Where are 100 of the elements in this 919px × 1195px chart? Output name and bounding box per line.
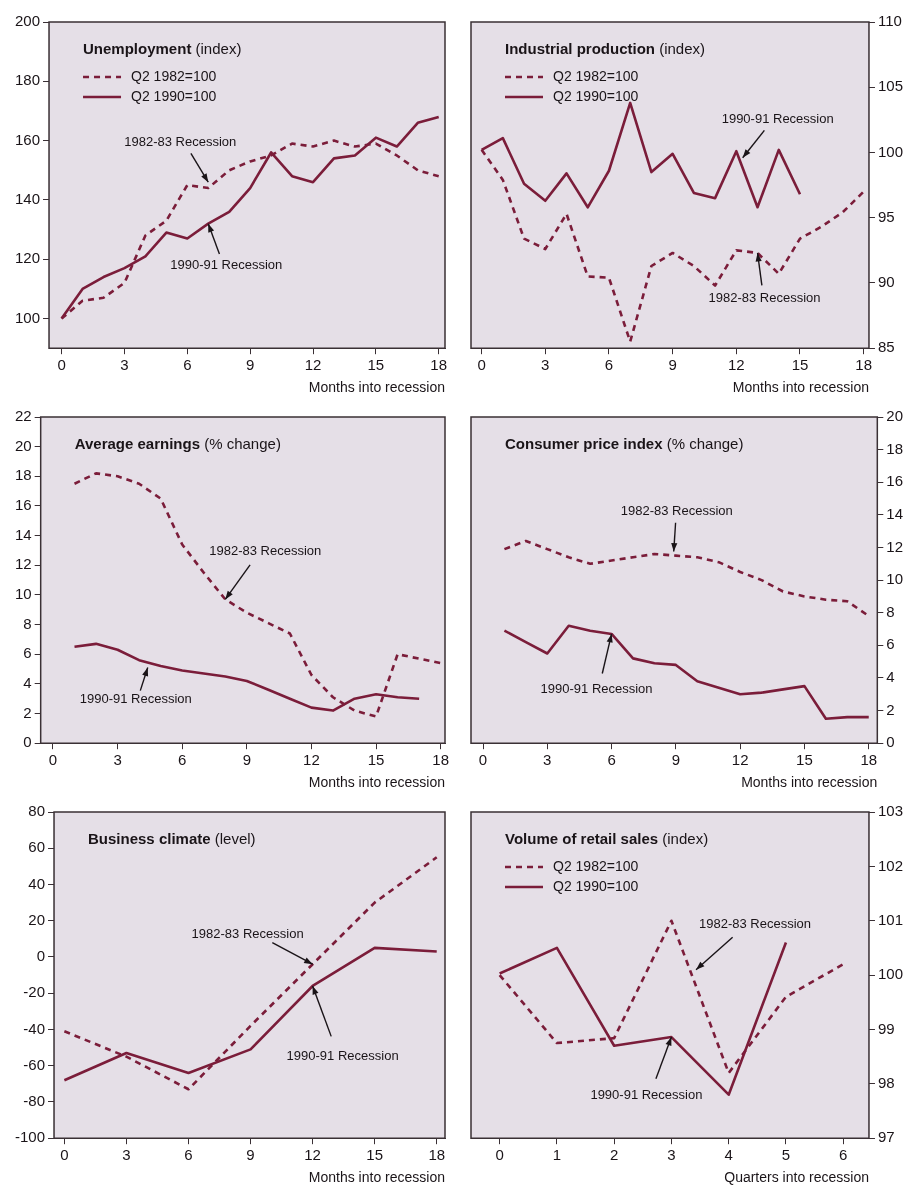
x-tick-label: 15	[366, 1146, 384, 1164]
legend-label: Q2 1990=100	[553, 87, 639, 104]
x-tick-label: 18	[855, 356, 873, 374]
y-tick-label: 18	[886, 439, 903, 457]
x-tick-label: 9	[246, 1146, 255, 1164]
y-tick-label: 110	[877, 12, 902, 30]
x-tick-label: 6	[183, 356, 192, 374]
y-tick-label: 140	[15, 190, 41, 208]
text: Consumer price index (% change)	[505, 435, 744, 453]
legend-label: Q2 1982=100	[553, 857, 639, 874]
y-tick-label: 102	[877, 856, 903, 874]
x-tick-label: 0	[495, 1146, 504, 1164]
y-tick-label: 16	[15, 496, 32, 514]
annotation: 1990-91 Recession	[286, 1047, 399, 1063]
x-tick-label: 6	[607, 751, 616, 769]
y-tick-label: 97	[877, 1128, 895, 1146]
annotation: 1990-91 Recession	[79, 691, 192, 707]
y-tick-label: 18	[15, 466, 32, 484]
x-tick-label: 18	[430, 356, 448, 374]
y-tick-label: 60	[28, 838, 46, 856]
annotation: 1982-83 Recession	[708, 289, 821, 305]
x-tick-label: 15	[791, 356, 809, 374]
x-tick-label: 12	[304, 356, 322, 374]
y-tick-label: 101	[877, 910, 903, 928]
y-tick-label: 80	[28, 802, 46, 820]
x-tick-label: 6	[604, 356, 614, 374]
x-tick-label: 12	[727, 356, 745, 374]
legend-label: Q2 1982=100	[131, 67, 217, 84]
x-tick-label: 3	[667, 1146, 676, 1164]
x-tick-label: 15	[367, 751, 385, 769]
annotation: 1990-91 Recession	[170, 257, 283, 273]
y-tick-label: 6	[886, 635, 895, 653]
y-tick-label: -80	[23, 1092, 46, 1110]
y-tick-label: 10	[15, 585, 32, 603]
y-tick-label: 100	[15, 308, 41, 326]
text: Average earnings (% change)	[74, 435, 281, 453]
x-axis-title: Months into recession	[308, 379, 445, 396]
x-tick-label: 18	[428, 1146, 446, 1164]
line-series	[63, 856, 439, 1091]
x-tick-label: 15	[796, 751, 813, 769]
annotation: 1982-83 Recession	[191, 925, 304, 941]
y-tick-label: 0	[886, 733, 895, 751]
y-tick-label: 103	[877, 802, 903, 820]
x-tick-label: 5	[781, 1146, 791, 1164]
y-tick-label: 16	[886, 472, 903, 490]
y-tick-label: -20	[23, 983, 46, 1001]
y-tick-label: 85	[877, 338, 895, 356]
y-tick-label: 99	[877, 1019, 895, 1037]
x-axis-title: Months into recession	[732, 379, 869, 396]
text: Industrial production (index)	[505, 40, 706, 58]
text: Business climate (level)	[88, 830, 256, 848]
y-tick-label: 98	[877, 1073, 895, 1091]
y-tick-label: 6	[23, 644, 32, 662]
y-tick-label: 0	[23, 733, 32, 751]
y-tick-label: 120	[15, 249, 41, 267]
legend-label: Q2 1982=100	[553, 67, 639, 84]
x-tick-label: 3	[543, 751, 552, 769]
text: Volume of retail sales (index)	[505, 830, 709, 848]
legend-label: Q2 1990=100	[131, 87, 217, 104]
y-tick-label: 20	[15, 436, 32, 454]
y-tick-label: 4	[886, 668, 895, 686]
y-tick-label: 4	[23, 674, 32, 692]
annotation: 1990-91 Recession	[590, 1086, 703, 1102]
annotation: 1982-83 Recession	[209, 542, 322, 558]
y-tick-label: 14	[15, 525, 32, 543]
x-tick-label: 0	[48, 751, 58, 769]
x-tick-label: 18	[432, 751, 450, 769]
y-tick-label: 12	[15, 555, 32, 573]
annotation: 1982-83 Recession	[699, 916, 812, 932]
y-tick-label: 0	[36, 947, 46, 965]
x-tick-label: 0	[478, 751, 488, 769]
x-tick-label: 3	[122, 1146, 131, 1164]
x-axis-title: Months into recession	[741, 774, 878, 791]
y-tick-label: -100	[14, 1128, 46, 1146]
x-tick-label: 9	[242, 751, 251, 769]
y-tick-label: 20	[886, 407, 903, 425]
x-tick-label: 18	[860, 751, 878, 769]
x-tick-label: 12	[731, 751, 749, 769]
x-tick-label: 3	[120, 356, 129, 374]
x-tick-label: 3	[541, 356, 550, 374]
y-tick-label: 14	[886, 505, 903, 522]
x-tick-label: 15	[367, 356, 385, 374]
y-tick-label: 2	[886, 700, 895, 718]
x-tick-label: 1	[552, 1146, 562, 1164]
x-axis-title: Months into recession	[308, 774, 445, 791]
y-tick-label: 22	[15, 407, 32, 425]
x-tick-label: 3	[113, 751, 122, 769]
annotation: 1982-83 Recession	[124, 133, 237, 149]
annotation: 1982-83 Recession	[620, 503, 733, 519]
line-series	[73, 472, 442, 718]
x-tick-label: 9	[245, 356, 255, 374]
x-tick-label: 0	[477, 356, 486, 374]
y-tick-label: 100	[877, 142, 903, 160]
y-tick-label: 20	[28, 910, 46, 928]
y-tick-label: -60	[23, 1055, 46, 1073]
x-tick-label: 0	[57, 356, 66, 374]
x-tick-label: 6	[839, 1146, 848, 1164]
x-tick-label: 2	[609, 1146, 619, 1164]
x-axis-title: Months into recession	[308, 1169, 445, 1186]
y-tick-label: 100	[877, 965, 903, 983]
